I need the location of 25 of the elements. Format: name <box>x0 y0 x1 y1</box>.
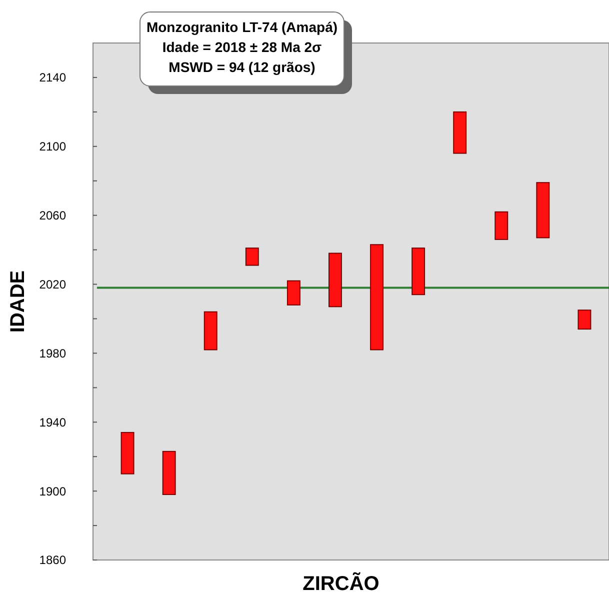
bar <box>204 311 218 350</box>
y-axis-title: IDADE <box>7 270 29 333</box>
y-tick-label: 2020 <box>39 277 66 292</box>
bar <box>370 244 384 350</box>
bar <box>494 211 508 240</box>
y-tick-label: 1940 <box>39 415 66 430</box>
annotation: Idade = 2018 ± 28 Ma 2σ <box>162 39 322 55</box>
bar <box>578 310 592 330</box>
bar <box>286 280 300 306</box>
y-tick-label: 2140 <box>39 70 66 85</box>
y-tick-label: 2060 <box>39 208 66 223</box>
y-tick-label: 2100 <box>39 140 66 154</box>
bar <box>453 111 467 154</box>
chart-title: Monzogranito LT-74 (Amapá) <box>146 19 338 35</box>
bar <box>245 248 259 266</box>
bar <box>162 450 176 496</box>
x-axis-title: ZIRCÃO <box>302 572 380 595</box>
y-tick-label: 1860 <box>39 553 66 568</box>
annotation: MSWD = 94 (12 grãos) <box>168 59 316 75</box>
bar <box>412 248 426 296</box>
bar <box>536 182 550 238</box>
bar <box>328 252 342 308</box>
y-tick-label: 1900 <box>39 484 66 498</box>
bar <box>120 432 134 474</box>
y-tick-label: 1980 <box>39 346 66 360</box>
